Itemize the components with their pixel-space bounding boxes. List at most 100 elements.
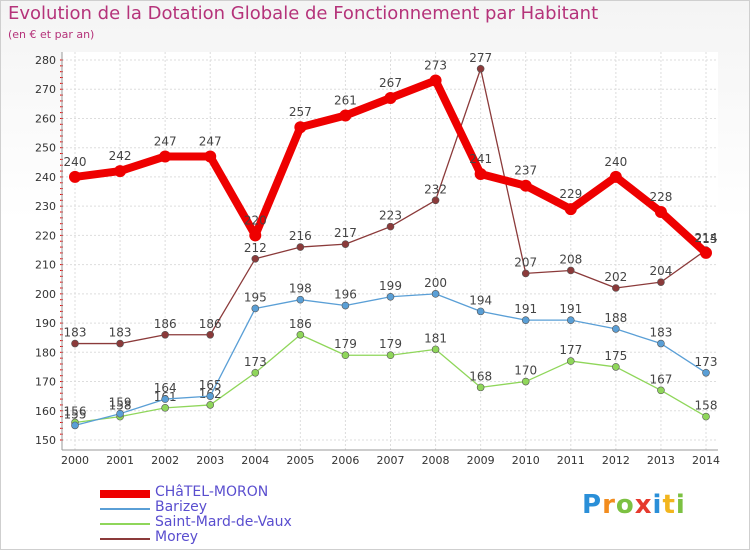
data-label: 247 [154, 134, 177, 148]
data-label: 247 [199, 134, 222, 148]
y-tick-label: 270 [35, 83, 56, 96]
y-tick-label: 160 [35, 405, 56, 418]
data-point [296, 243, 305, 251]
x-tick-label: 2002 [151, 454, 179, 467]
data-point [702, 368, 710, 377]
data-label: 242 [109, 149, 132, 163]
data-label: 179 [379, 337, 402, 351]
data-point [339, 109, 352, 122]
x-tick-label: 2011 [557, 454, 585, 467]
data-label: 186 [199, 317, 222, 331]
data-point [251, 368, 260, 377]
chart-title: Evolution de la Dotation Globale de Fonc… [8, 3, 599, 24]
y-tick-label: 190 [35, 317, 56, 330]
legend-label: Barizey [155, 499, 208, 515]
legend-swatch [100, 523, 150, 525]
y-tick-label: 170 [35, 376, 56, 389]
data-point [431, 345, 440, 354]
data-label: 232 [424, 182, 447, 196]
x-tick-label: 2012 [602, 454, 630, 467]
data-point [114, 165, 127, 178]
data-label: 164 [154, 381, 177, 395]
y-tick-label: 240 [35, 171, 56, 184]
y-tick-label: 210 [35, 259, 56, 272]
legend-label: Saint-Mard-de-Vaux [155, 514, 292, 530]
data-label: 220 [244, 213, 267, 227]
data-label: 212 [244, 241, 267, 255]
data-label: 237 [514, 164, 537, 178]
data-label: 183 [109, 326, 132, 340]
data-point [476, 307, 485, 316]
data-label: 165 [199, 378, 222, 392]
data-point [521, 377, 530, 386]
data-label: 273 [424, 58, 447, 72]
data-point [476, 64, 485, 73]
data-point [474, 168, 487, 180]
data-point [519, 179, 532, 192]
data-point [341, 301, 350, 310]
data-label: 216 [289, 229, 312, 243]
x-tick-label: 2014 [692, 454, 720, 467]
data-point [161, 404, 169, 412]
y-tick-label: 280 [35, 54, 56, 67]
data-point [566, 266, 575, 275]
data-point [521, 316, 530, 324]
data-point [476, 383, 485, 392]
data-point [251, 304, 260, 313]
data-label: 223 [379, 209, 402, 223]
data-label: 183 [649, 326, 672, 340]
data-label: 240 [604, 155, 627, 169]
data-point [431, 196, 440, 205]
logo-letter: i [652, 490, 663, 520]
data-label: 194 [469, 293, 492, 307]
legend-label: CHâTEL-MORON [155, 484, 269, 500]
data-point [654, 206, 667, 218]
data-label: 267 [379, 76, 402, 90]
data-label: 198 [289, 282, 312, 296]
y-tick-label: 200 [35, 288, 56, 301]
data-label: 188 [604, 311, 627, 325]
x-tick-label: 2010 [512, 454, 540, 467]
logo-letter: t [662, 490, 676, 520]
data-label: 204 [649, 264, 672, 278]
data-point [251, 254, 260, 263]
y-tick-label: 260 [35, 112, 56, 125]
data-label: 173 [695, 355, 718, 369]
data-label: 177 [559, 343, 582, 357]
data-label: 214 [695, 231, 718, 245]
data-label: 261 [334, 94, 357, 108]
data-point [296, 330, 305, 339]
data-point [521, 269, 530, 278]
x-tick-label: 2000 [61, 454, 89, 467]
data-label: 191 [559, 302, 582, 316]
data-label: 159 [109, 396, 132, 410]
data-point [609, 170, 622, 183]
data-point [386, 292, 395, 301]
x-tick-label: 2004 [241, 454, 269, 467]
data-point [341, 240, 350, 248]
data-point [386, 351, 395, 360]
data-point [657, 339, 665, 348]
data-label: 208 [559, 252, 582, 266]
legend-swatch [100, 538, 150, 540]
data-label: 257 [289, 105, 312, 119]
logo-letter: o [615, 490, 635, 520]
data-point [612, 284, 620, 292]
data-label: 228 [649, 190, 672, 204]
data-point [431, 290, 440, 298]
data-label: 195 [244, 290, 267, 304]
data-point [206, 392, 215, 400]
data-label: 196 [334, 288, 357, 302]
data-label: 175 [604, 349, 627, 363]
data-label: 200 [424, 276, 447, 290]
data-label: 277 [469, 51, 492, 65]
logo-letter: P [582, 490, 603, 520]
data-label: 155 [64, 407, 87, 421]
data-point [612, 363, 620, 371]
data-label: 241 [469, 152, 492, 166]
data-label: 186 [154, 317, 177, 331]
data-label: 183 [64, 326, 87, 340]
legend-swatch [100, 508, 150, 510]
data-point [71, 339, 79, 348]
x-tick-label: 2008 [422, 454, 450, 467]
